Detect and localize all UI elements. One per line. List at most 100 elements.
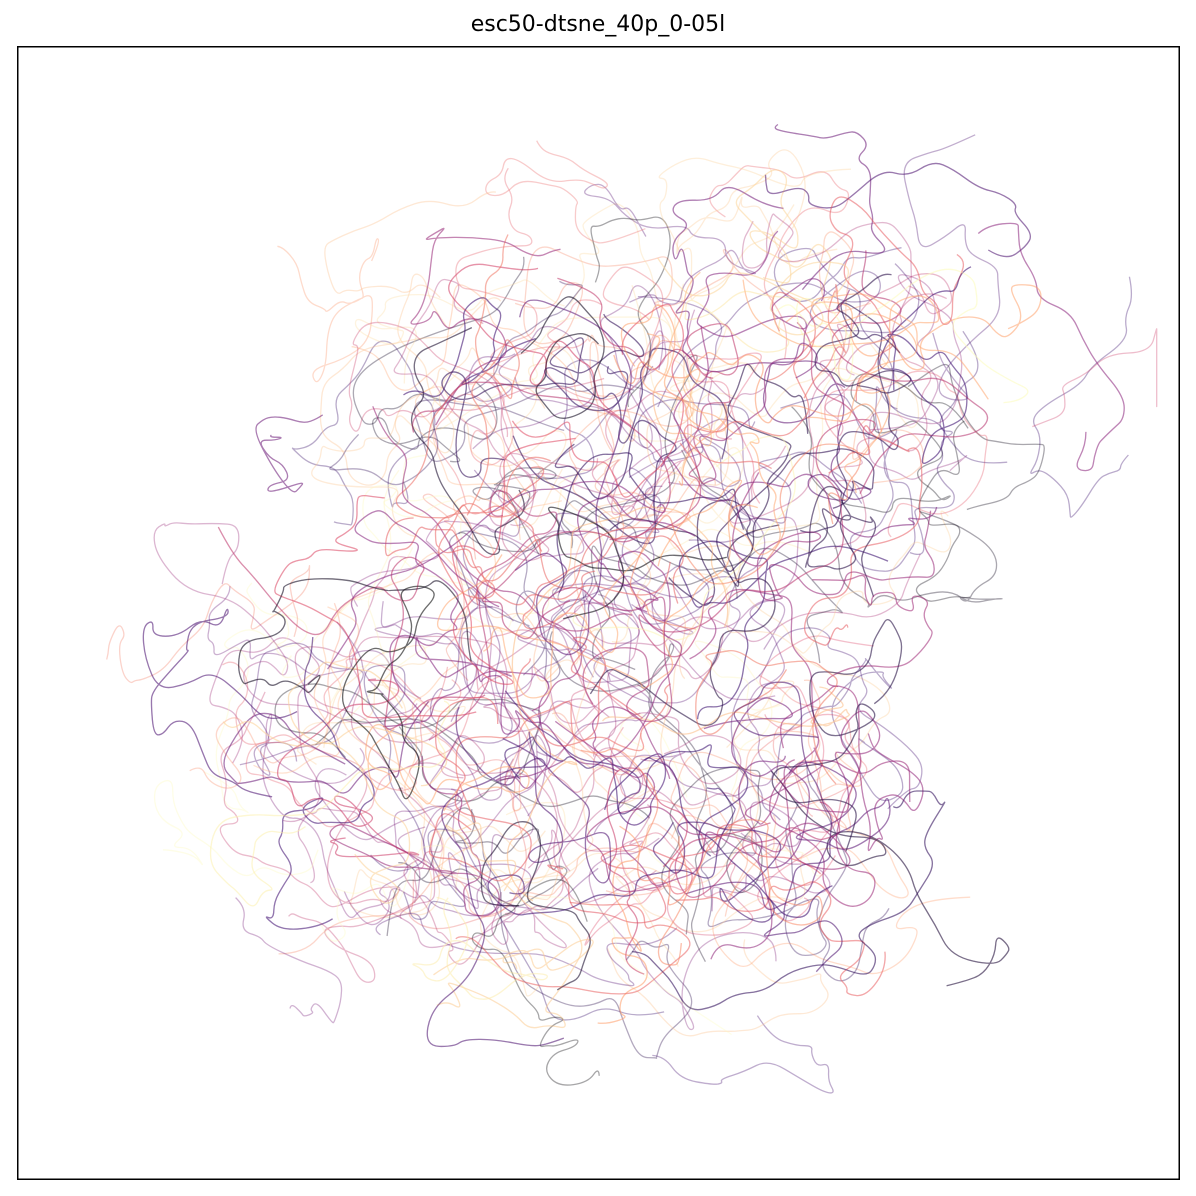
trajectory-line [814, 273, 912, 394]
trajectory-line [222, 661, 449, 791]
trajectory-line [668, 448, 875, 606]
trajectory-line [382, 670, 564, 789]
trajectory-line [657, 819, 823, 966]
trajectory-line [265, 637, 375, 930]
trajectory-line [354, 510, 500, 713]
trajectory-line [684, 290, 801, 353]
trajectory-line [511, 303, 685, 498]
trajectory-line [591, 706, 773, 960]
trajectory-line [672, 186, 818, 379]
trajectory-line [606, 767, 688, 975]
trajectory-line [433, 938, 594, 976]
trajectory-line [780, 386, 916, 572]
trajectory-line [674, 801, 841, 898]
trajectory-line [806, 764, 890, 982]
trajectory-line [504, 690, 667, 826]
trajectory-line [732, 472, 935, 602]
trajectory-line [590, 216, 671, 408]
trajectory-line [274, 683, 542, 802]
trajectory-line [481, 399, 731, 640]
trajectory-line [548, 506, 727, 620]
trajectory-line [362, 454, 469, 586]
trajectory-line [547, 824, 822, 924]
trajectory-line [434, 466, 545, 599]
trajectory-line [547, 824, 822, 924]
trajectory-line [341, 585, 435, 800]
trajectory-line [827, 293, 947, 550]
trajectory-line [685, 761, 891, 911]
trajectory-line [472, 467, 557, 555]
trajectory-line [314, 734, 548, 850]
trajectory-line [742, 279, 940, 494]
trajectory-line [775, 268, 1029, 404]
trajectory-line [466, 234, 520, 516]
trajectory-line [556, 452, 745, 593]
trajectory-line [586, 759, 851, 893]
trajectory-line [277, 238, 380, 383]
trajectory-line [878, 266, 972, 464]
trajectory-line [791, 373, 969, 513]
trajectory-line [785, 284, 1042, 371]
trajectory-line [512, 419, 677, 545]
trajectory-line [767, 284, 847, 399]
trajectory-line [631, 285, 757, 413]
trajectory-line [586, 759, 851, 893]
trajectory-line [397, 273, 682, 513]
trajectory-line [455, 901, 691, 995]
trajectory-line [555, 485, 740, 599]
trajectory-line [458, 354, 698, 553]
trajectory-line [762, 360, 872, 502]
trajectory-line [733, 681, 843, 973]
trajectory-line [660, 456, 938, 538]
trajectory-line [673, 289, 851, 485]
trajectory-line [548, 506, 727, 620]
trajectory-line [550, 593, 632, 684]
trajectory-line [657, 257, 850, 336]
trajectory-line [589, 524, 780, 726]
trajectory-line [584, 418, 766, 704]
trajectory-line [741, 213, 912, 376]
trajectory-line [686, 352, 762, 504]
trajectory-line [773, 247, 1008, 464]
trajectory-line [514, 299, 632, 656]
trajectory-line [479, 852, 679, 997]
trajectory-line [632, 790, 946, 1011]
trajectory-line [514, 246, 775, 345]
trajectory-line [812, 574, 933, 688]
trajectory-line [652, 271, 712, 447]
trajectory-line [774, 123, 886, 291]
trajectory-line [516, 636, 643, 747]
trajectory-line [651, 481, 800, 701]
trajectory-line [606, 939, 829, 1037]
trajectory-line [422, 493, 477, 682]
trajectory-line [619, 832, 788, 936]
trajectory-line [455, 683, 671, 823]
trajectory-line [818, 231, 925, 484]
trajectory-line [253, 551, 562, 774]
trajectory-line [481, 371, 599, 561]
trajectory-line [451, 437, 576, 685]
trajectory-line [557, 399, 812, 588]
trajectory-line [502, 731, 612, 884]
trajectory-line [466, 234, 520, 516]
trajectory-line [412, 896, 548, 1000]
trajectory-line [1032, 328, 1158, 428]
trajectory-line [762, 360, 872, 502]
trajectory-line [239, 642, 364, 776]
trajectory-line [770, 770, 1010, 987]
trajectory-line [711, 801, 831, 912]
trajectory-line [597, 825, 648, 1024]
trajectory-line [399, 698, 610, 920]
trajectory-line [329, 280, 583, 486]
trajectory-line [779, 710, 924, 852]
trajectory-line [209, 637, 321, 823]
trajectory-line [557, 277, 739, 379]
trajectory-line [1030, 276, 1133, 518]
trajectory-line [410, 327, 525, 556]
trajectory-line [607, 712, 747, 856]
trajectory-line [652, 1015, 834, 1094]
trajectory-line [506, 506, 729, 902]
trajectory-line [436, 479, 743, 689]
trajectory-line [584, 726, 705, 946]
trajectory-line [541, 586, 673, 723]
